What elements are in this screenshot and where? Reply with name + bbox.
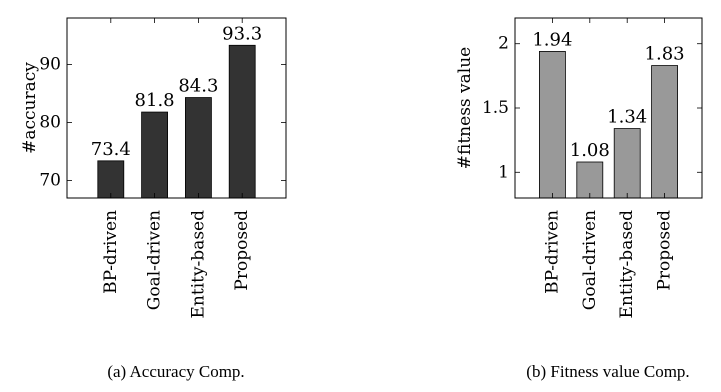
y-tick-label-0: 70: [39, 171, 61, 191]
category-label-2: Entity-based: [617, 210, 637, 319]
category-label-0: BP-driven: [101, 210, 121, 294]
value-label-0: 1.94: [532, 29, 572, 50]
category-label-2: Entity-based: [188, 210, 208, 319]
value-label-1: 1.08: [570, 140, 610, 161]
accuracy-chart: 73.4 BP-driven 81.8 Goal-driven 84.3 Entity-b…: [20, 17, 287, 381]
value-label-2: 1.34: [607, 107, 647, 128]
fitness-chart: 1.94 BP-driven 1.08 Goal-driven 1.34 Entity-b…: [455, 17, 703, 381]
bar-1: [576, 161, 604, 199]
bar-3: [651, 65, 678, 199]
axes-frame: [66, 17, 287, 199]
category-label-3: Proposed: [232, 210, 252, 291]
value-label-3: 93.3: [222, 23, 262, 44]
y-tick-label-2: 90: [39, 54, 61, 74]
category-label-3: Proposed: [655, 210, 675, 291]
chart-caption: (b) Fitness value Comp.: [526, 362, 689, 381]
category-label-0: BP-driven: [542, 210, 562, 294]
bar-3: [228, 44, 256, 199]
value-label-0: 73.4: [91, 139, 131, 160]
y-tick-label-0: 1: [498, 162, 509, 182]
bar-2: [613, 128, 641, 199]
value-label-2: 84.3: [178, 76, 218, 97]
chart-caption: (a) Accuracy Comp.: [107, 362, 244, 381]
bar-2: [184, 97, 212, 199]
category-label-1: Goal-driven: [580, 210, 600, 310]
y-axis-label: #accuracy: [20, 62, 40, 154]
y-axis-label: #fitness value: [455, 47, 475, 169]
value-label-3: 1.83: [645, 44, 685, 65]
y-tick-label-1: 80: [39, 113, 61, 133]
y-tick-label-2: 2: [498, 34, 509, 54]
value-label-1: 81.8: [135, 90, 175, 111]
bar-0: [97, 160, 125, 199]
bar-1: [141, 111, 169, 199]
bar-0: [539, 51, 566, 199]
category-label-1: Goal-driven: [145, 210, 165, 310]
y-tick-label-1: 1.5: [482, 98, 509, 118]
